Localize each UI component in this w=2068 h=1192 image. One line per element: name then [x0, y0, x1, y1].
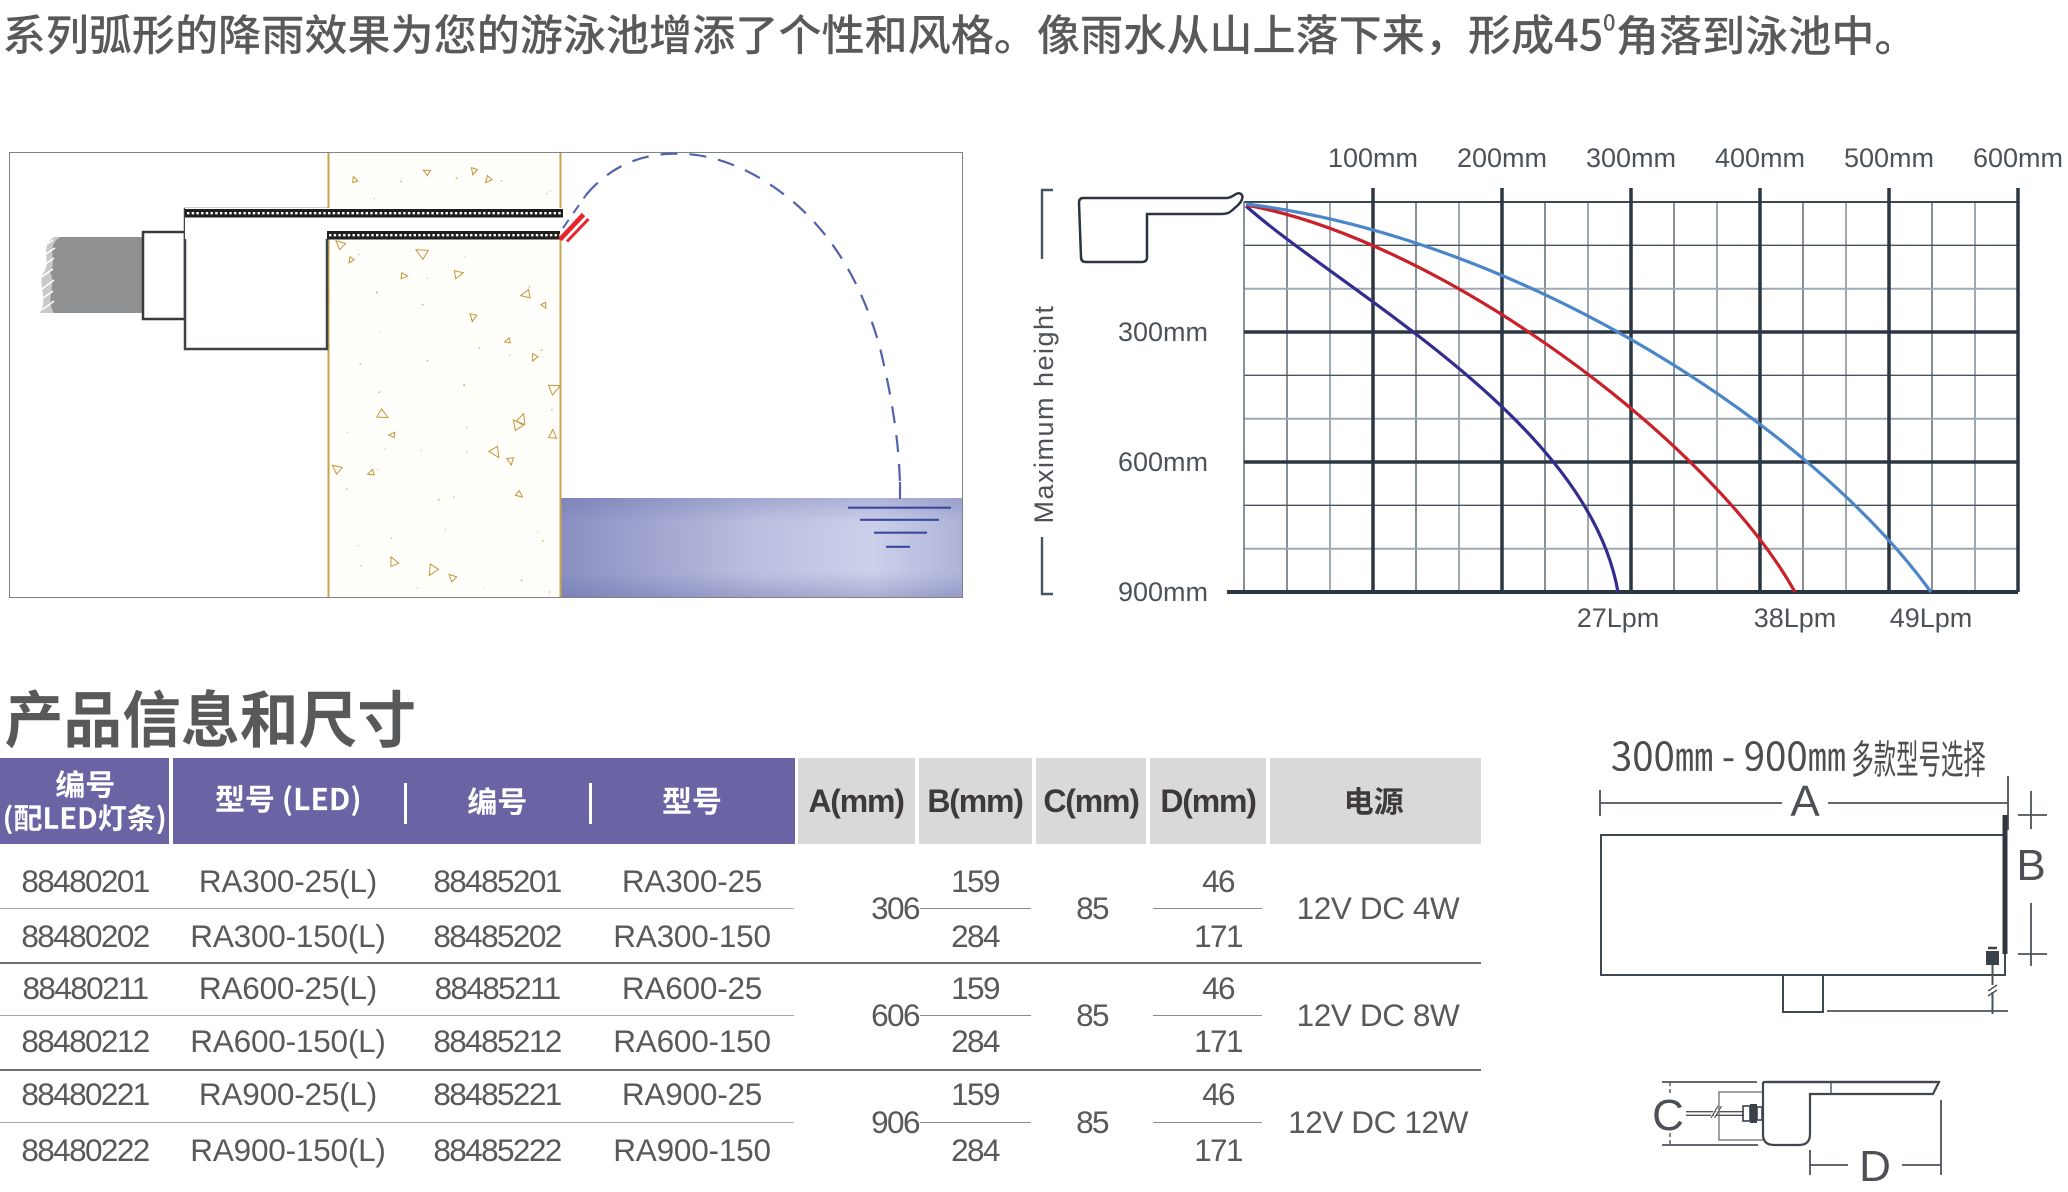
svg-text:900mm: 900mm: [1118, 577, 1208, 607]
svg-text:100mm: 100mm: [1328, 143, 1418, 173]
svg-text:Maximum height: Maximum height: [1029, 304, 1059, 523]
svg-text:200mm: 200mm: [1457, 143, 1547, 173]
svg-text:600mm: 600mm: [1118, 447, 1208, 477]
svg-text:500mm: 500mm: [1844, 143, 1934, 173]
svg-text:600mm: 600mm: [1973, 143, 2063, 173]
svg-text:300mm: 300mm: [1586, 143, 1676, 173]
svg-text:A: A: [1790, 777, 1820, 826]
svg-text:38Lpm: 38Lpm: [1754, 603, 1837, 633]
svg-text:49Lpm: 49Lpm: [1890, 603, 1973, 633]
svg-text:D: D: [1859, 1142, 1891, 1191]
svg-text:400mm: 400mm: [1715, 143, 1805, 173]
svg-text:27Lpm: 27Lpm: [1577, 603, 1660, 633]
svg-text:B: B: [2016, 841, 2045, 890]
svg-text:C: C: [1652, 1091, 1684, 1140]
svg-text:300mm: 300mm: [1118, 317, 1208, 347]
